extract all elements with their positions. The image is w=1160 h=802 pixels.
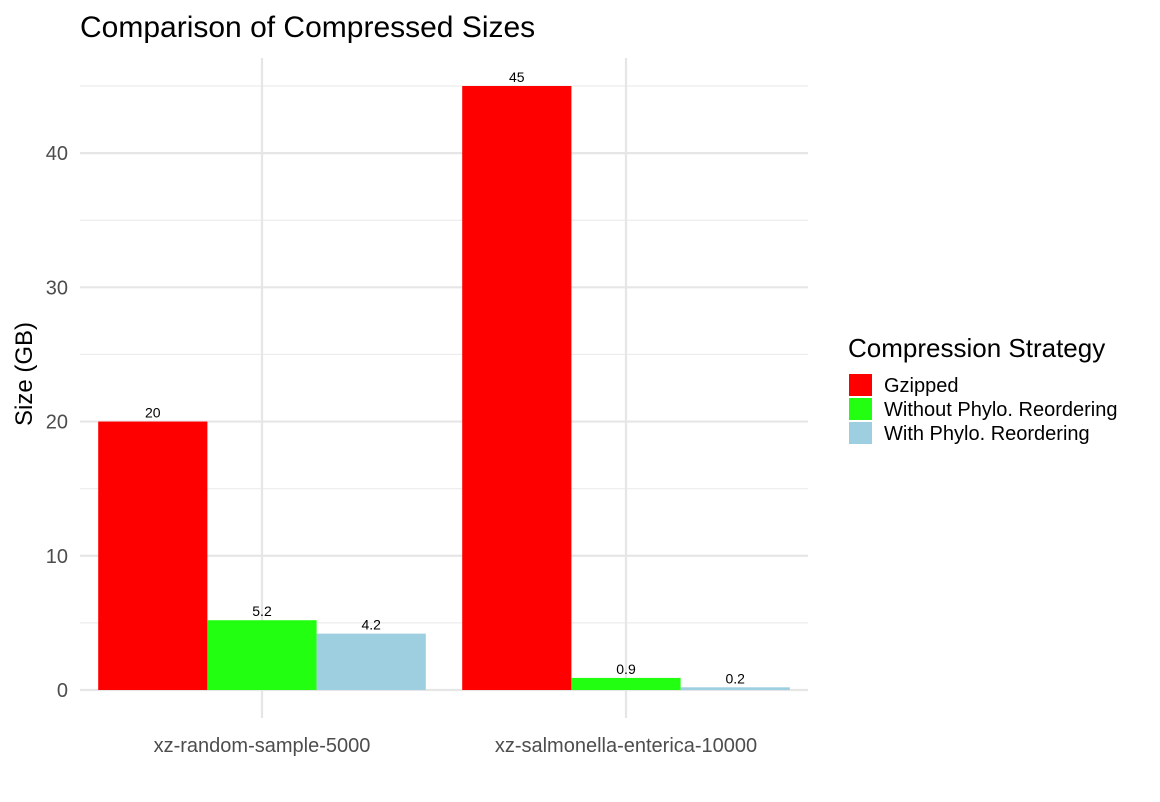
data-labels: 20 5.2 4.2 45 0.9 0.2 <box>145 69 745 686</box>
legend-label: With Phylo. Reordering <box>884 423 1090 445</box>
legend-swatch <box>849 422 872 444</box>
bar-value-label: 20 <box>145 405 161 421</box>
legend-label: Gzipped <box>884 375 959 397</box>
y-axis: 0 10 20 30 40 <box>46 143 68 702</box>
bar <box>316 633 426 690</box>
bar-value-label: 45 <box>509 69 525 85</box>
x-tick-label: xz-salmonella-enterica-10000 <box>495 735 757 757</box>
y-tick-label: 0 <box>57 680 68 702</box>
bar-value-label: 4.2 <box>361 617 381 633</box>
bar <box>98 421 208 690</box>
legend-label: Without Phylo. Reordering <box>884 399 1117 421</box>
y-tick-label: 40 <box>46 143 68 165</box>
bar <box>680 687 790 690</box>
bars <box>98 86 790 690</box>
legend-swatch <box>849 398 872 420</box>
y-tick-label: 10 <box>46 546 68 568</box>
chart-title: Comparison of Compressed Sizes <box>80 11 535 44</box>
legend-title: Compression Strategy <box>848 333 1105 363</box>
y-tick-label: 20 <box>46 412 68 434</box>
bar-value-label: 5.2 <box>252 603 272 619</box>
x-tick-label: xz-random-sample-5000 <box>154 735 371 757</box>
x-axis: xz-random-sample-5000 xz-salmonella-enter… <box>154 735 758 757</box>
bar <box>571 677 681 690</box>
bar-value-label: 0.9 <box>616 661 636 677</box>
y-axis-title: Size (GB) <box>11 322 38 426</box>
bar-value-label: 0.2 <box>725 670 745 686</box>
legend-swatch <box>849 374 872 396</box>
bar <box>207 620 317 690</box>
bar <box>462 86 572 690</box>
y-tick-label: 30 <box>46 277 68 299</box>
